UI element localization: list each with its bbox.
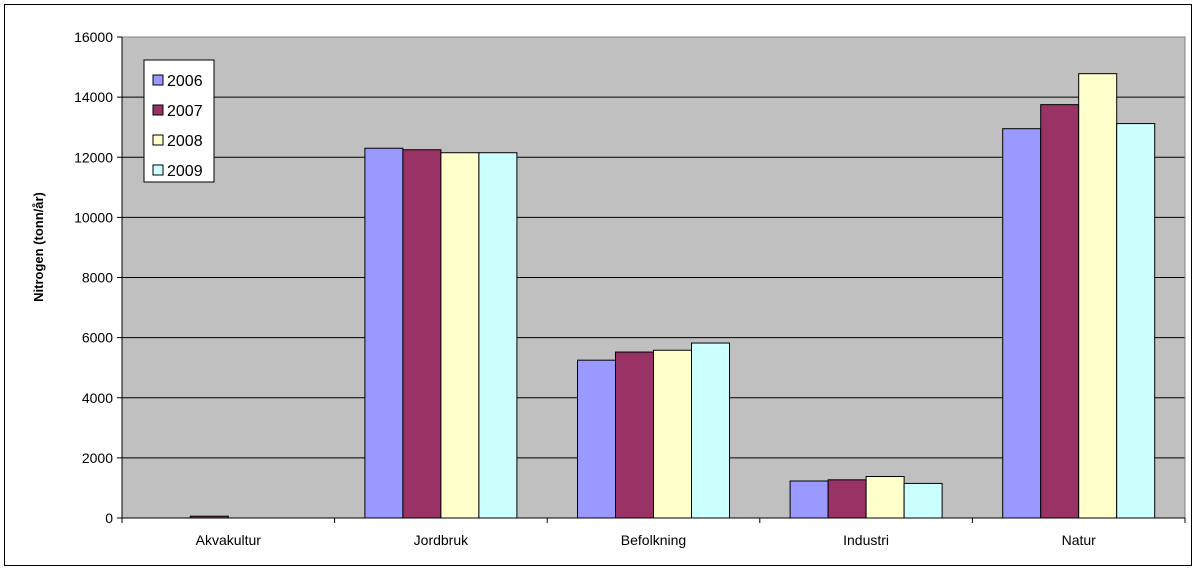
y-tick-label: 8000 bbox=[82, 270, 113, 286]
x-tick-label: Befolkning bbox=[621, 532, 686, 548]
x-tick-label: Akvakultur bbox=[196, 532, 262, 548]
bar-2009-befolkning bbox=[691, 342, 730, 519]
y-tick-label: 0 bbox=[105, 510, 113, 526]
x-tick-label: Jordbruk bbox=[414, 532, 469, 548]
bar-chart: 0 2000 4000 6000 8000 10000 12000 14000 16000 Ak… bbox=[31, 29, 1186, 548]
legend-swatch bbox=[152, 74, 164, 86]
bar-2007-jordbruk bbox=[402, 149, 442, 519]
bar-2006-befolkning bbox=[577, 359, 616, 519]
y-tick-labels: 0 2000 4000 6000 8000 10000 12000 14000 16000 bbox=[74, 29, 113, 526]
bar-2009-industri bbox=[903, 482, 943, 519]
legend-label: 2008 bbox=[167, 133, 203, 150]
bar-2009-natur bbox=[1116, 123, 1156, 519]
legend-label: 2006 bbox=[167, 73, 203, 90]
legend-label: 2007 bbox=[167, 103, 203, 120]
x-tick-labels: Akvakultur Jordbruk Befolkning Industri Natu… bbox=[196, 532, 1097, 548]
bar-2008-befolkning bbox=[653, 349, 692, 519]
chart-frame: 0 2000 4000 6000 8000 10000 12000 14000 16000 Ak… bbox=[4, 4, 1192, 566]
bar-2006-jordbruk bbox=[364, 147, 404, 519]
y-tick-label: 6000 bbox=[82, 330, 113, 346]
legend-label: 2009 bbox=[167, 163, 203, 180]
bar-2008-natur bbox=[1078, 73, 1118, 519]
axes bbox=[117, 36, 1186, 523]
bar-2007-natur bbox=[1040, 104, 1080, 519]
bar-2008-industri bbox=[865, 476, 905, 519]
bar-2006-natur bbox=[1002, 128, 1042, 519]
bar-2008-jordbruk bbox=[440, 152, 480, 519]
y-tick-label: 10000 bbox=[74, 209, 113, 225]
y-axis-title: Nitrogen (tonn/år) bbox=[31, 192, 46, 302]
bars bbox=[189, 73, 1156, 519]
y-tick-label: 4000 bbox=[82, 390, 113, 406]
legend-swatch bbox=[152, 104, 164, 116]
bar-2006-industri bbox=[789, 480, 829, 519]
y-tick-label: 12000 bbox=[74, 149, 113, 165]
x-tick-label: Industri bbox=[843, 532, 889, 548]
legend: 2006 2007 2008 2009 bbox=[143, 59, 215, 183]
bar-2007-industri bbox=[827, 479, 867, 519]
bar-2007-befolkning bbox=[615, 351, 654, 519]
bar-2009-jordbruk bbox=[478, 152, 518, 519]
x-tick-label: Natur bbox=[1062, 532, 1097, 548]
y-tick-label: 16000 bbox=[74, 29, 113, 45]
y-tick-label: 2000 bbox=[82, 450, 113, 466]
legend-swatch bbox=[152, 134, 164, 146]
legend-swatch bbox=[152, 164, 164, 176]
y-tick-label: 14000 bbox=[74, 89, 113, 105]
